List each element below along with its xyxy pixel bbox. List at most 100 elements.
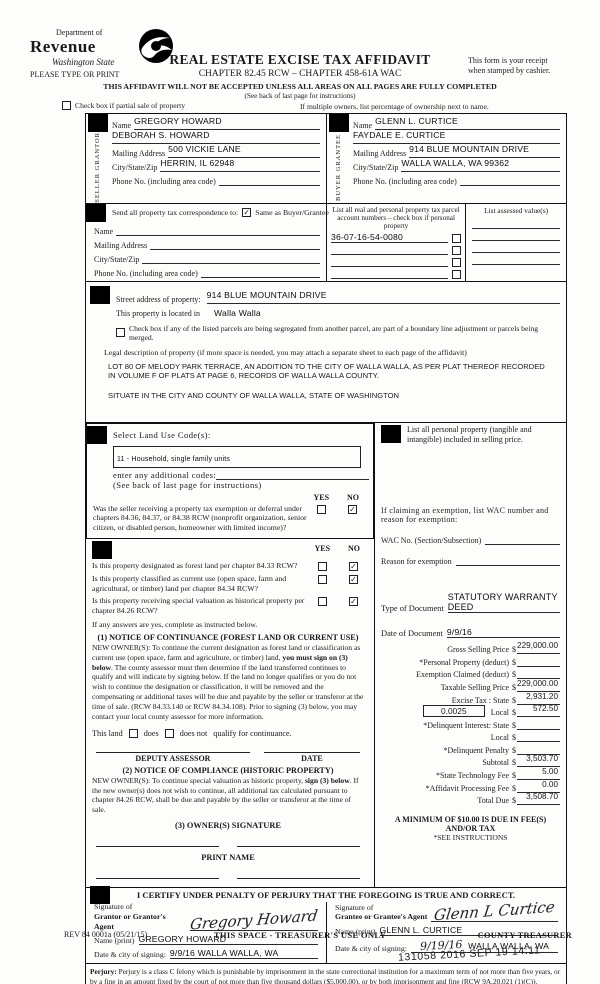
seller-city-label: City/State/Zip	[112, 163, 158, 172]
buyer-name2-value[interactable]: FAYDALE E. CURTICE	[353, 130, 446, 140]
forest-yes-checkbox[interactable]	[318, 561, 328, 571]
assessed-value-line[interactable]	[472, 241, 560, 253]
seller-block: SELLER GRANTOR Name GREGORY HOWARD DEBORA…	[86, 114, 326, 203]
grantee-print-value[interactable]: GLENN L. CURTICE	[379, 925, 463, 936]
located-in-value[interactable]: Walla Walla	[213, 307, 261, 318]
forest-no-checkbox[interactable]: ✓	[349, 561, 359, 571]
money-row-subtotal: Subtotal $3,503.70	[381, 754, 560, 768]
money-section: Gross Selling Price $229,000.00 *Personal…	[381, 641, 560, 806]
notice1-title: (1) NOTICE OF CONTINUANCE (FOREST LAND O…	[97, 632, 359, 642]
historic-yes-checkbox[interactable]	[318, 597, 328, 607]
exemption-no-checkbox[interactable]: ✓	[348, 504, 358, 514]
current-use-no-checkbox[interactable]: ✓	[349, 574, 359, 584]
street-address-value[interactable]: 914 BLUE MOUNTAIN DRIVE	[206, 289, 327, 300]
form-body: SELLER GRANTOR Name GREGORY HOWARD DEBORA…	[85, 113, 567, 984]
qualify-row: This land does does not qualify for cont…	[92, 728, 292, 738]
section-marker-5	[87, 425, 107, 444]
taxable-selling-price[interactable]: 229,000.00	[517, 678, 558, 688]
grantee-signature[interactable]: Glenn L Curtice	[433, 897, 557, 925]
receipt-note: This form is your receipt when stamped b…	[468, 56, 551, 76]
property-section: Street address of property: 914 BLUE MOU…	[86, 282, 566, 423]
grantee-city-value[interactable]: WALLA WALLA, WA	[468, 941, 549, 952]
owner-signature-line[interactable]	[96, 846, 220, 848]
buyer-name-value[interactable]: GLENN L. CURTICE	[375, 116, 458, 126]
deputy-assessor-line[interactable]: DEPUTY ASSESSOR	[96, 751, 250, 763]
parcel-personal-checkbox[interactable]	[452, 269, 462, 279]
seller-mailing-value[interactable]: 500 VICKIE LANE	[168, 144, 241, 154]
reason-label: Reason for exemption	[381, 556, 452, 566]
subtotal[interactable]: 3,503.70	[526, 754, 558, 764]
seller-name-value[interactable]: GREGORY HOWARD	[134, 116, 222, 126]
certify-statement: I CERTIFY UNDER PENALTY OF PERJURY THAT …	[86, 886, 566, 905]
multiple-owners-note: If multiple owners, list percentage of o…	[300, 102, 489, 111]
affidavit-processing-fee[interactable]: 0.00	[542, 779, 558, 789]
buyer-mailing-value[interactable]: 914 BLUE MOUNTAIN DRIVE	[409, 144, 530, 154]
doc-date-value[interactable]: 9/9/16	[446, 626, 472, 637]
assessed-value-line[interactable]	[472, 229, 560, 241]
parcel-personal-checkbox[interactable]	[452, 257, 462, 267]
grantor-signature-block: Signature of Grantor or Grantor's Agent …	[86, 902, 326, 963]
parcel-personal-checkbox[interactable]	[452, 245, 462, 255]
legal-description-text[interactable]: LOT 80 OF MELODY PARK TERRACE, AN ADDITI…	[108, 361, 545, 381]
owner-signature-line[interactable]	[237, 846, 361, 848]
print-name-line[interactable]	[96, 878, 220, 880]
does-checkbox[interactable]	[128, 728, 138, 738]
gross-selling-price[interactable]: 229,000.00	[517, 641, 558, 651]
doc-date-label: Date of Document	[381, 628, 443, 638]
money-row-exemption: Exemption Claimed (deduct) $	[381, 667, 560, 680]
parcel-header: List all real and personal property tax …	[332, 205, 460, 223]
total-due[interactable]: 3,508.70	[526, 792, 558, 802]
seller-city-value[interactable]: HERRIN, IL 62948	[160, 158, 235, 168]
correspondence-block: Send all property tax correspondence to:…	[86, 203, 329, 281]
land-use-block: Select Land Use Code(s): 11 - Household,…	[86, 422, 375, 539]
buyer-role-label: BUYER GRANTEE	[335, 133, 343, 201]
send-correspondence-label: Send all property tax correspondence to:	[112, 208, 239, 218]
land-use-see-back: (See back of last page for instructions)	[113, 479, 262, 490]
partial-sale-checkbox[interactable]	[62, 101, 71, 110]
assessed-value-line[interactable]	[472, 217, 560, 229]
buyer-city-value[interactable]: WALLA WALLA, WA 99362	[401, 158, 510, 168]
current-use-yes-checkbox[interactable]	[318, 574, 328, 584]
excise-tax-state[interactable]: 2,931.20	[526, 691, 558, 701]
notice2-title: (2) NOTICE OF COMPLIANCE (HISTORIC PROPE…	[122, 765, 334, 775]
section-marker-6	[92, 540, 112, 559]
assessed-value-line[interactable]	[472, 253, 560, 265]
land-use-code-box[interactable]: 11 - Household, single family units	[113, 445, 361, 468]
print-name-title: PRINT NAME	[201, 853, 255, 863]
doc-type-value[interactable]: STATUTORY WARRANTY DEED	[447, 591, 558, 612]
parcel-personal-checkbox[interactable]	[452, 233, 462, 243]
state-technology-fee[interactable]: 5.00	[542, 767, 558, 777]
revenue-swirl-icon	[139, 29, 173, 63]
form-header: REAL ESTATE EXCISE TAX AFFIDAVIT CHAPTER…	[120, 52, 480, 79]
details-section: Select Land Use Code(s): 11 - Household,…	[86, 422, 566, 888]
money-row-delinq-state: *Delinquent Interest: State $	[381, 717, 560, 730]
sig-of-label: Signature of	[335, 902, 374, 912]
buyer-phone-label: Phone No. (including area code)	[353, 177, 457, 186]
does-not-checkbox[interactable]	[164, 728, 174, 738]
grantor-date-city-value[interactable]: 9/9/16 WALLA WALLA, WA	[169, 948, 279, 959]
grantee-print-label: Name (print)	[335, 927, 376, 937]
segregated-checkbox[interactable]	[116, 328, 125, 338]
notice2-body: NEW OWNER(S): To continue special valuat…	[92, 775, 359, 815]
same-as-buyer-checkbox[interactable]: ✓	[242, 208, 252, 218]
assessed-header: List assessed value(s)	[484, 205, 549, 215]
deputy-date-line[interactable]: DATE	[263, 751, 361, 763]
seller-role-label: SELLER GRANTOR	[94, 132, 102, 203]
seller-name-label: Name	[112, 121, 132, 130]
excise-tax-local[interactable]: 572.50	[532, 704, 558, 714]
parcel-number[interactable]: 36-07-16-54-0080	[331, 231, 404, 242]
grantee-signature-block: Signature of Grantee or Grantee's Agent …	[326, 898, 566, 964]
classification-questions-block: YES NO Is this property designated as for…	[86, 539, 374, 880]
additional-codes-line[interactable]	[216, 470, 370, 480]
seller-name2-value[interactable]: DEBORAH S. HOWARD	[112, 130, 210, 140]
local-rate-box[interactable]: 0.0025	[422, 705, 485, 718]
correspondence-section: Send all property tax correspondence to:…	[86, 203, 566, 282]
right-column: List all personal property (tangible and…	[375, 423, 566, 887]
historic-no-checkbox[interactable]: ✓	[349, 597, 359, 607]
print-name-line[interactable]	[237, 878, 361, 880]
logo-dept-name: Revenue	[30, 37, 96, 56]
money-row-excise-local: 0.0025 Local $572.50	[381, 704, 560, 718]
grantor-print-value[interactable]: GREGORY HOWARD	[138, 934, 227, 945]
exemption-yes-checkbox[interactable]	[317, 504, 327, 514]
partial-sale-row: Check box if partial sale of property	[62, 101, 185, 110]
